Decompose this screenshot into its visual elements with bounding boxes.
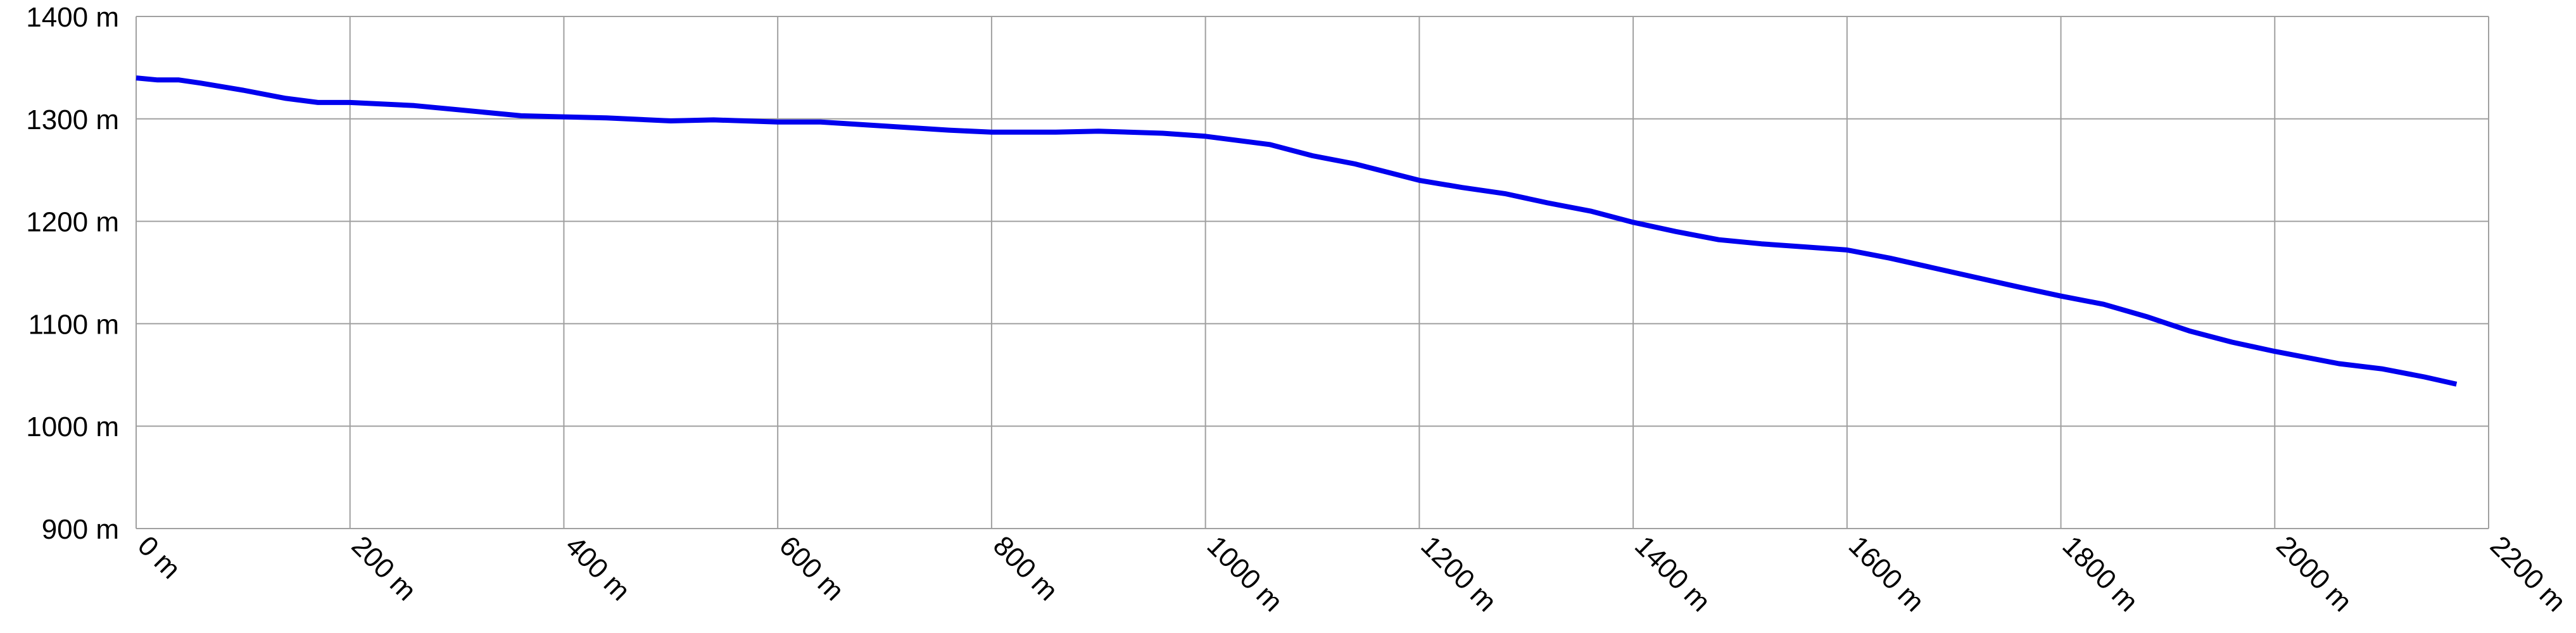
x-tick-label: 1000 m [1201,530,1289,617]
y-tick-label: 1400 m [26,2,119,33]
x-tick-label: 1600 m [1843,530,1930,617]
elevation-line [136,75,2458,387]
y-tick-label: 1100 m [28,309,120,340]
y-tick-label: 1300 m [26,104,119,135]
y-tick-label: 1000 m [26,411,119,442]
x-tick-label: 1800 m [2056,530,2144,617]
y-tick-label: 900 m [42,514,119,545]
x-tick-label: 600 m [773,530,850,606]
x-tick-label: 0 m [132,530,187,585]
y-tick-label: 1200 m [26,207,119,238]
x-tick-label: 2000 m [2270,530,2358,617]
x-tick-label: 800 m [987,530,1064,606]
x-tick-label: 1200 m [1415,530,1502,617]
x-tick-label: 1400 m [1629,530,1716,617]
x-tick-label: 400 m [559,530,636,606]
x-tick-label: 200 m [346,530,422,606]
x-tick-label: 2200 m [2484,530,2572,617]
